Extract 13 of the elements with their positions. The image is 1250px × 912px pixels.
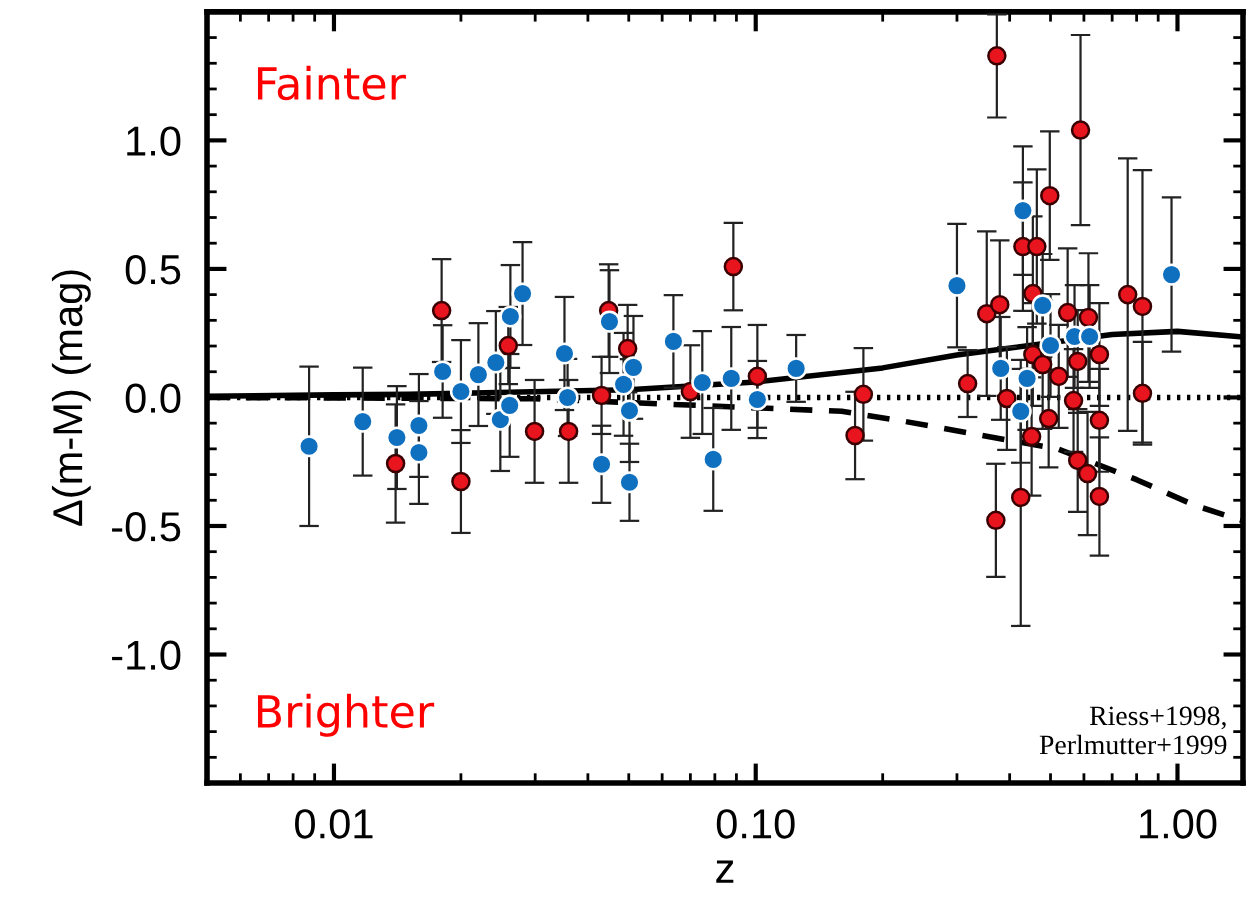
y-tick-label: 1.0 [127, 126, 181, 156]
y-axis-title: Δ(m-M) (mag) [51, 270, 91, 526]
x-tick-label: 0.10 [716, 809, 795, 839]
y-tick-label: -0.5 [112, 511, 181, 542]
x-tick-label: 0.01 [295, 809, 373, 839]
x-axis-title: z [716, 860, 734, 883]
x-tick-label: 1.00 [1140, 809, 1217, 839]
y-tick-label: 0.0 [125, 383, 181, 413]
annotation: Fainter [257, 65, 406, 101]
annotation: Riess+1998, Perlmutter+1999 [1039, 706, 1227, 755]
y-tick-label: 0.5 [125, 254, 181, 285]
y-tick-label: -1.0 [112, 640, 181, 671]
annotation: Brighter [257, 693, 435, 737]
